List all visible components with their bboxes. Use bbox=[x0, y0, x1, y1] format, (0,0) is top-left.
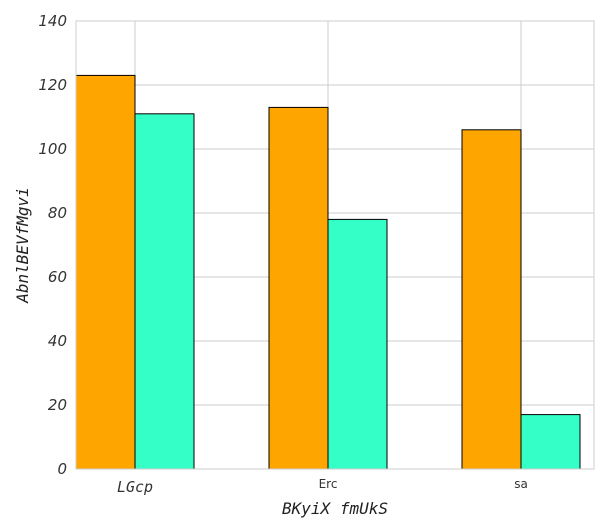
bar-series-2-erc bbox=[327, 218, 388, 470]
x-tick-label: LGcp bbox=[117, 478, 153, 496]
x-axis-label: BKyiX fmUkS bbox=[282, 499, 388, 518]
y-tick-label: 40 bbox=[48, 332, 67, 350]
x-tick-labels: LGcp Erc sa bbox=[117, 477, 528, 496]
y-tick-label: 140 bbox=[38, 12, 67, 30]
bar-series-2-lgcp bbox=[134, 113, 195, 470]
y-tick-label: 0 bbox=[57, 460, 67, 478]
bar-series-1-sa bbox=[461, 129, 522, 470]
bar-series-2-sa bbox=[520, 414, 581, 470]
y-axis-label: AbnlBEVfMgvi bbox=[13, 187, 32, 304]
y-tick-label: 60 bbox=[48, 268, 67, 286]
bar-series-1-lgcp bbox=[75, 74, 136, 470]
x-tick-label: Erc bbox=[319, 477, 338, 491]
bars bbox=[75, 74, 581, 470]
y-tick-label: 120 bbox=[38, 76, 67, 94]
x-tick-label: sa bbox=[514, 477, 528, 491]
bar-series-1-erc bbox=[268, 106, 329, 470]
y-tick-label: 20 bbox=[48, 396, 67, 414]
plot-frame bbox=[75, 20, 595, 470]
y-tick-label: 80 bbox=[48, 204, 67, 222]
y-tick-label: 100 bbox=[38, 140, 67, 158]
y-tick-labels: 0 20 40 60 80 100 120 140 bbox=[38, 12, 67, 478]
